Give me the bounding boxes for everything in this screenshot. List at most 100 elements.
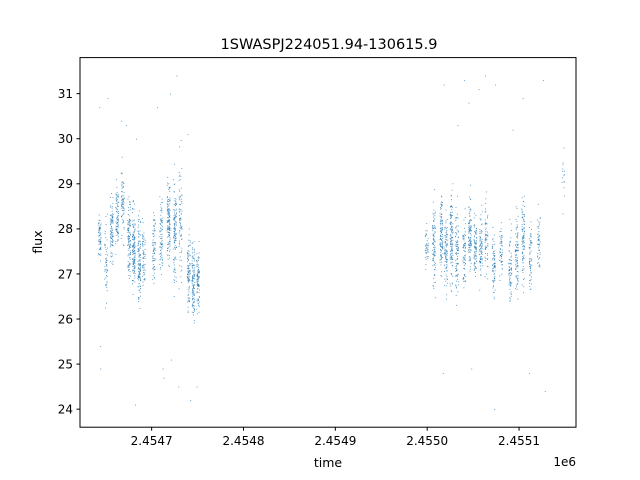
data-point: [441, 213, 443, 215]
data-point: [511, 255, 512, 257]
data-point: [189, 301, 190, 303]
data-point: [487, 243, 489, 245]
data-point: [142, 241, 143, 243]
data-point: [198, 270, 200, 272]
data-point: [128, 236, 130, 238]
data-point: [434, 269, 436, 271]
data-point: [452, 265, 454, 267]
data-point: [106, 260, 108, 262]
data-point: [509, 245, 510, 247]
data-point: [445, 241, 446, 243]
data-point: [153, 276, 155, 278]
data-point: [142, 221, 144, 223]
data-point: [168, 221, 170, 223]
data-point: [451, 195, 452, 197]
data-point: [139, 254, 141, 256]
data-point: [112, 240, 114, 242]
data-point: [562, 177, 564, 179]
data-point: [98, 219, 100, 221]
data-point: [544, 391, 546, 393]
data-point: [432, 258, 434, 260]
data-point: [451, 226, 453, 227]
data-point: [451, 259, 453, 261]
data-point: [469, 258, 470, 260]
data-point: [192, 302, 194, 304]
data-point: [174, 203, 176, 205]
data-point: [500, 231, 502, 232]
data-point: [500, 242, 502, 244]
data-point: [160, 220, 162, 222]
data-point: [192, 284, 194, 286]
data-point: [122, 185, 124, 187]
data-point: [486, 273, 487, 275]
data-point: [451, 227, 453, 228]
data-point: [491, 247, 493, 249]
data-point: [516, 277, 517, 279]
data-point: [451, 264, 453, 266]
data-point: [432, 253, 434, 255]
data-point: [426, 233, 428, 235]
data-point: [481, 204, 483, 206]
data-point: [168, 212, 170, 214]
data-point: [462, 247, 464, 249]
data-point: [167, 176, 169, 178]
data-point: [456, 242, 458, 244]
data-point: [469, 244, 471, 246]
data-point: [451, 237, 453, 238]
data-point: [175, 203, 177, 205]
data-point: [523, 279, 525, 280]
data-point: [160, 267, 162, 268]
data-point: [451, 199, 452, 201]
data-point: [188, 228, 190, 230]
data-point: [169, 209, 171, 211]
data-point: [487, 258, 489, 260]
data-point: [449, 228, 451, 230]
data-point: [484, 219, 486, 221]
data-point: [456, 233, 458, 235]
data-point: [487, 235, 489, 237]
data-point: [481, 224, 483, 226]
data-point: [167, 210, 169, 212]
data-point: [196, 281, 198, 283]
data-point: [127, 237, 129, 239]
y-tick-label: 30: [58, 132, 73, 146]
data-point: [132, 280, 134, 281]
data-point: [109, 205, 111, 207]
data-point: [470, 241, 472, 243]
data-point: [143, 240, 144, 242]
data-point: [450, 258, 452, 260]
data-point: [500, 243, 502, 245]
data-point: [445, 236, 447, 238]
data-point: [137, 261, 139, 263]
data-point: [452, 244, 454, 246]
data-point: [475, 255, 477, 257]
data-point: [522, 230, 524, 232]
data-point: [159, 264, 161, 266]
data-point: [530, 242, 532, 243]
data-point: [134, 228, 136, 230]
data-point: [137, 243, 139, 244]
data-point: [160, 227, 162, 229]
data-point: [196, 308, 198, 310]
data-point: [193, 257, 195, 259]
data-point: [117, 223, 119, 225]
data-point: [127, 265, 129, 266]
data-point: [450, 215, 452, 217]
data-point: [169, 216, 170, 217]
data-point: [462, 268, 464, 270]
data-point: [98, 214, 100, 216]
data-point: [98, 222, 100, 224]
data-point: [173, 218, 175, 220]
x-tick-label: 2.4551: [498, 434, 540, 448]
data-point: [179, 190, 181, 192]
data-point: [473, 240, 475, 242]
data-point: [191, 255, 193, 257]
data-point: [456, 213, 458, 215]
data-point: [167, 228, 169, 230]
data-point: [133, 249, 135, 251]
data-point: [196, 261, 198, 263]
data-point: [115, 228, 117, 230]
data-point: [142, 281, 144, 283]
data-point: [196, 283, 198, 285]
y-axis-label: flux: [30, 230, 45, 253]
